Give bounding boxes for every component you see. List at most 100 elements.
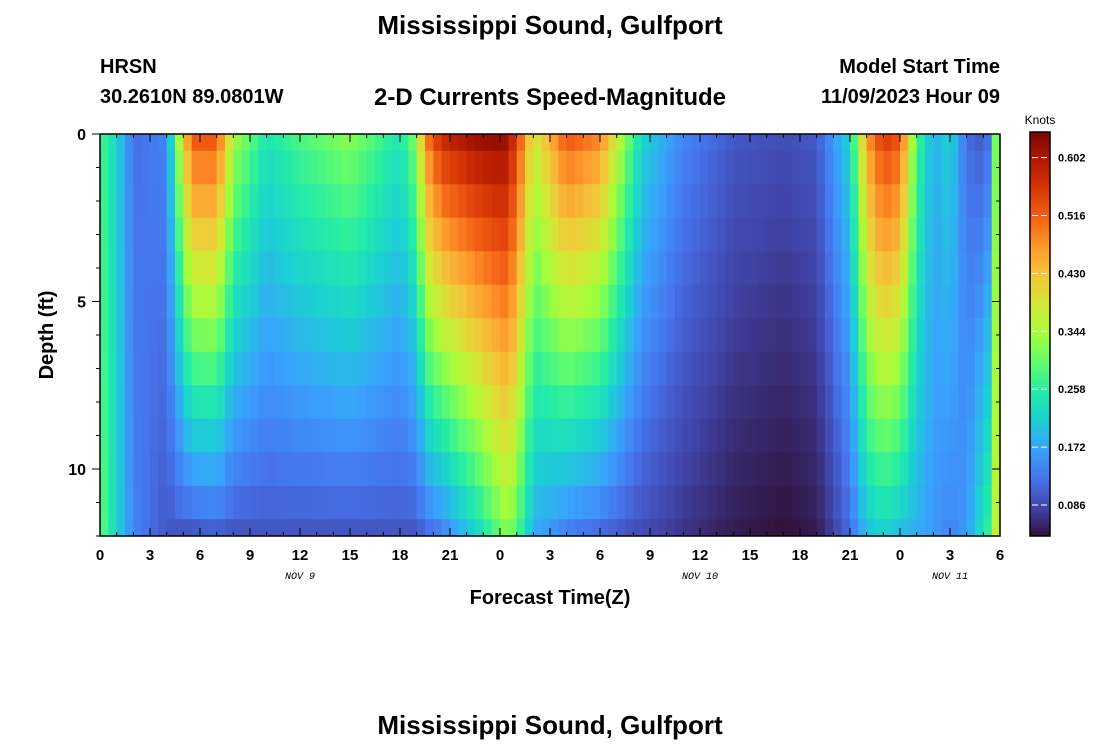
heatmap-cell	[216, 519, 226, 537]
heatmap-cell	[691, 418, 701, 453]
heatmap-cell	[233, 318, 243, 353]
heatmap-cell	[291, 418, 301, 453]
heatmap-cell	[158, 251, 168, 286]
heatmap-cell	[866, 351, 876, 386]
heatmap-cell	[466, 184, 476, 219]
heatmap-cell	[208, 519, 218, 537]
heatmap-cell	[825, 452, 834, 487]
heatmap-cell	[958, 251, 968, 286]
heatmap-cell	[666, 485, 676, 520]
heatmap-cell	[850, 519, 859, 537]
heatmap-cell	[933, 418, 943, 453]
heatmap-cell	[966, 385, 976, 420]
colorbar-tick-label: 0.344	[1058, 326, 1086, 338]
heatmap-cell	[116, 134, 126, 152]
heatmap-cell	[658, 318, 668, 353]
heatmap-cell	[908, 418, 918, 453]
heatmap-cell	[808, 452, 818, 487]
heatmap-cell	[666, 385, 676, 420]
heatmap-cell	[833, 385, 843, 420]
heatmap-cell	[983, 385, 993, 420]
heatmap-cell	[900, 351, 909, 386]
heatmap-cell	[575, 251, 584, 286]
heatmap-cell	[208, 318, 218, 353]
heatmap-cell	[275, 318, 284, 353]
heatmap-cell	[258, 351, 268, 386]
heatmap-cell	[983, 217, 993, 252]
heatmap-cell	[283, 351, 293, 386]
heatmap-cell	[575, 134, 584, 152]
heatmap-cell	[366, 351, 376, 386]
heatmap-cell	[908, 251, 918, 286]
heatmap-cell	[333, 351, 343, 386]
heatmap-cell	[708, 184, 718, 219]
heatmap-cell	[508, 418, 518, 453]
heatmap-cell	[758, 217, 768, 252]
heatmap-cell	[433, 485, 443, 520]
heatmap-cell	[391, 485, 401, 520]
heatmap-cell	[250, 318, 259, 353]
heatmap-cell	[950, 184, 959, 219]
heatmap-cell	[383, 150, 393, 185]
heatmap-cell	[441, 418, 451, 453]
heatmap-cell	[566, 485, 576, 520]
heatmap-cell	[675, 485, 684, 520]
heatmap-cell	[983, 418, 993, 453]
heatmap-cell	[383, 418, 393, 453]
heatmap-cell	[441, 184, 451, 219]
heatmap-cell	[916, 385, 926, 420]
heatmap-cell	[400, 134, 409, 152]
heatmap-cell	[808, 184, 818, 219]
heatmap-cell	[875, 251, 884, 286]
heatmap-cell	[900, 485, 909, 520]
heatmap-cell	[391, 418, 401, 453]
heatmap-cell	[508, 134, 518, 152]
heatmap-cell	[666, 452, 676, 487]
heatmap-cell	[275, 519, 284, 537]
heatmap-cell	[891, 284, 901, 319]
heatmap-cell	[341, 418, 351, 453]
heatmap-cell	[883, 150, 893, 185]
heatmap-cell	[441, 217, 451, 252]
heatmap-cell	[258, 418, 268, 453]
heatmap-cell	[516, 284, 526, 319]
heatmap-cell	[750, 217, 759, 252]
heatmap-cell	[708, 385, 718, 420]
heatmap-cell	[675, 184, 684, 219]
heatmap-cell	[725, 150, 734, 185]
heatmap-cell	[166, 485, 176, 520]
heatmap-cell	[966, 318, 976, 353]
heatmap-cell	[341, 184, 351, 219]
heatmap-cell	[216, 134, 226, 152]
heatmap-cell	[925, 318, 934, 353]
heatmap-cell	[308, 251, 318, 286]
heatmap-cell	[241, 385, 251, 420]
heatmap-cell	[183, 134, 193, 152]
heatmap-cell	[616, 217, 626, 252]
heatmap-cell	[750, 150, 759, 185]
heatmap-cell	[916, 452, 926, 487]
heatmap-cell	[733, 184, 743, 219]
heatmap-cell	[941, 452, 951, 487]
heatmap-cell	[400, 251, 409, 286]
heatmap-cell	[650, 452, 659, 487]
heatmap-cell	[758, 318, 768, 353]
heatmap-cell	[966, 485, 976, 520]
heatmap-cell	[416, 150, 426, 185]
heatmap-cell	[883, 217, 893, 252]
heatmap-cell	[691, 184, 701, 219]
heatmap-cell	[225, 418, 234, 453]
heatmap-cell	[550, 452, 559, 487]
heatmap-cell	[866, 251, 876, 286]
heatmap-cell	[608, 150, 618, 185]
heatmap-cell	[433, 284, 443, 319]
heatmap-cell	[750, 351, 759, 386]
heatmap-cell	[416, 217, 426, 252]
heatmap-cell	[491, 217, 501, 252]
heatmap-cell	[250, 134, 259, 152]
heatmap-cell	[575, 184, 584, 219]
heatmap-cell	[425, 418, 434, 453]
heatmap-cell	[183, 485, 193, 520]
heatmap-cell	[475, 318, 484, 353]
heatmap-cell	[925, 418, 934, 453]
